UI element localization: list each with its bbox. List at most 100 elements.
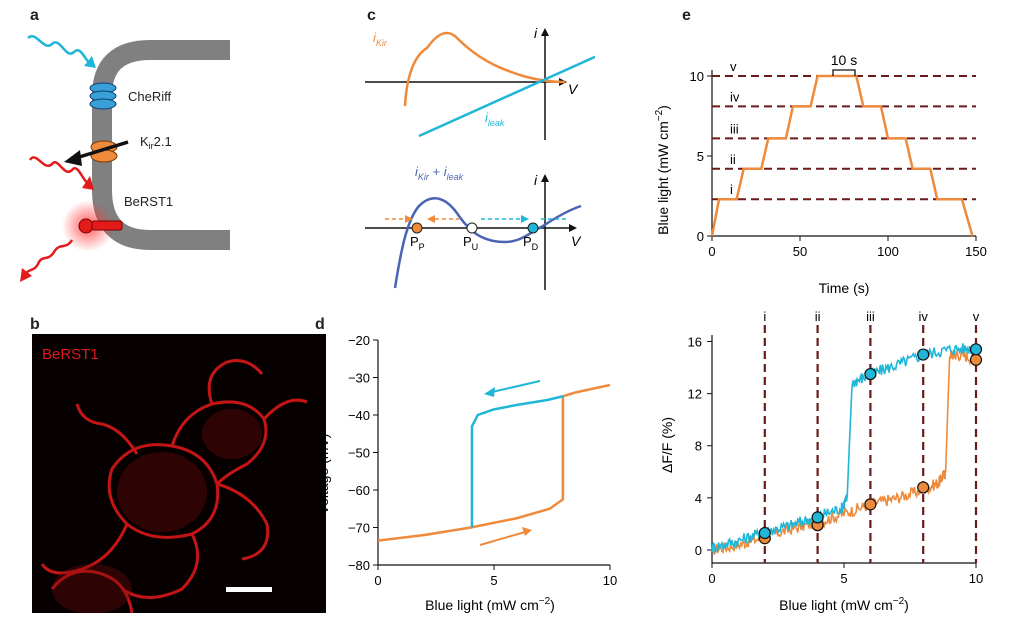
y-tick-label: 0 xyxy=(695,543,702,558)
x-tick-label: 5 xyxy=(840,571,847,586)
level-label-v: v xyxy=(730,59,737,74)
svg-text:iKir + ileak: iKir + ileak xyxy=(415,164,464,182)
red-light-wave-out-icon xyxy=(22,239,74,277)
chart-d-xlabel-main: Blue light (mW cm xyxy=(425,597,539,613)
sum-label-i2: i xyxy=(444,164,448,179)
panel-letter-c: c xyxy=(367,7,376,24)
chart-e-bottom-xlabel-main: Blue light (mW cm xyxy=(779,597,893,613)
x-tick-label: 0 xyxy=(708,244,715,259)
y-tick-label: 12 xyxy=(688,387,702,402)
top-v-axis-label: V xyxy=(568,81,579,97)
sum-label-plus: + xyxy=(429,164,444,179)
level-label-iv: iv xyxy=(730,89,740,104)
y-tick-label: −70 xyxy=(348,521,370,536)
chart-d-xlabel: Blue light (mW cm−2) xyxy=(425,596,555,613)
y-tick-label: 10 xyxy=(690,69,704,84)
y-tick-label: 4 xyxy=(695,491,702,506)
level-label-iii: iii xyxy=(730,121,739,136)
ileak-label-sub: leak xyxy=(488,118,505,128)
y-tick-label: −50 xyxy=(348,446,370,461)
y-tick-label: −20 xyxy=(348,333,370,348)
chart-e-bottom-axes: 0 4 8 12 16 0 5 10 xyxy=(688,335,984,586)
chart-e-bottom-markers xyxy=(758,343,983,545)
sum-label-i1: i xyxy=(415,164,419,179)
pd-label-sub: D xyxy=(532,242,539,252)
vline-label-i: i xyxy=(763,309,766,324)
y-tick-label: −80 xyxy=(348,558,370,573)
panel-letter-d: d xyxy=(315,316,325,333)
berst1-dye-icon xyxy=(91,220,123,231)
ten-second-bracket xyxy=(832,69,856,76)
sum-label-sub1: Kir xyxy=(418,172,430,182)
ileak-label: i xyxy=(485,110,489,125)
kir-label-sub: ir xyxy=(149,141,154,151)
chart-e-bottom-xlabel-end: ) xyxy=(904,597,909,613)
y-tick-label: 8 xyxy=(695,439,702,454)
blue-marker-0 xyxy=(758,526,771,540)
micrograph: BeRST1 xyxy=(32,334,326,613)
x-tick-label: 100 xyxy=(877,244,899,259)
blue-marker-4 xyxy=(969,343,983,356)
level-label-ii: ii xyxy=(730,152,736,167)
vline-label-iv: iv xyxy=(919,309,929,324)
chart-e-bottom-series xyxy=(711,343,977,555)
chart-e-top-ylabel-main: Blue light (mW cm xyxy=(655,121,671,235)
y-tick-label: −40 xyxy=(348,408,370,423)
ten-second-label: 10 s xyxy=(831,52,857,68)
potassium-arrow-icon xyxy=(64,150,82,166)
kir-label-base: K xyxy=(140,134,149,149)
y-tick-label: 16 xyxy=(688,335,702,350)
chart-e-bottom-ylabel: ΔF/F (%) xyxy=(659,417,675,473)
blue-marker-2 xyxy=(864,367,877,381)
chart-e-top-ylabel-end: ) xyxy=(655,105,671,110)
chart-e-bottom-xlabel-exp: −2 xyxy=(893,596,905,607)
panel-letter-b: b xyxy=(30,316,40,333)
bottom-v-axis-label: V xyxy=(571,233,582,249)
y-tick-label: 5 xyxy=(697,149,704,164)
svg-text:PD: PD xyxy=(523,234,539,252)
panel-letter-a: a xyxy=(30,7,39,24)
blue-light-wave-icon xyxy=(27,35,93,64)
x-tick-label: 150 xyxy=(965,244,987,259)
y-tick-label: −60 xyxy=(348,483,370,498)
panel-c-iv-diagram: i V iKir ileak i V iKir + ileak PP PU PD xyxy=(365,25,595,290)
panel-letter-e: e xyxy=(682,7,691,24)
svg-text:PP: PP xyxy=(410,234,425,252)
chart-e-top-series xyxy=(710,74,974,237)
pd-label: P xyxy=(523,234,532,249)
pp-point xyxy=(411,222,423,234)
panel-a-schematic: CheRiff Kir2.1 BeRST1 xyxy=(20,35,230,282)
pp-label-sub: P xyxy=(419,242,425,252)
series-line-0 xyxy=(377,383,611,542)
panel-d-chart: −20 −30 −40 −50 −60 −70 −80 0 5 10 Voltage (mV) B… xyxy=(315,333,617,613)
vline-label-iii: iii xyxy=(866,309,875,324)
chart-e-bottom-vlines: i ii iii iv v xyxy=(763,309,980,563)
ileak-line xyxy=(418,55,595,138)
x-tick-label: 0 xyxy=(374,573,381,588)
chart-d-series xyxy=(377,383,611,542)
scale-bar xyxy=(226,587,272,592)
vline-label-v: v xyxy=(973,309,980,324)
series-line-1 xyxy=(470,395,564,528)
sum-label-sub2: leak xyxy=(447,172,464,182)
trace-line-1 xyxy=(711,343,977,555)
kir-label-rest: 2.1 xyxy=(154,134,172,149)
orange-marker-3 xyxy=(917,481,930,494)
chart-d-ylabel: Voltage (mV) xyxy=(315,434,331,515)
chart-d-axes: −20 −30 −40 −50 −60 −70 −80 0 5 10 xyxy=(348,333,617,588)
pu-label: P xyxy=(463,234,472,249)
y-tick-label: −30 xyxy=(348,371,370,386)
x-tick-label: 0 xyxy=(708,571,715,586)
pd-point xyxy=(527,222,539,234)
pu-point xyxy=(466,222,478,234)
vline-label-ii: ii xyxy=(815,309,821,324)
pu-label-sub: U xyxy=(472,242,479,252)
arrow-down-sweep-icon xyxy=(484,387,495,397)
svg-text:iKir: iKir xyxy=(373,30,388,48)
arrow-up-sweep-icon xyxy=(522,527,532,536)
chart-e-top-ylabel: Blue light (mW cm−2) xyxy=(654,105,671,235)
